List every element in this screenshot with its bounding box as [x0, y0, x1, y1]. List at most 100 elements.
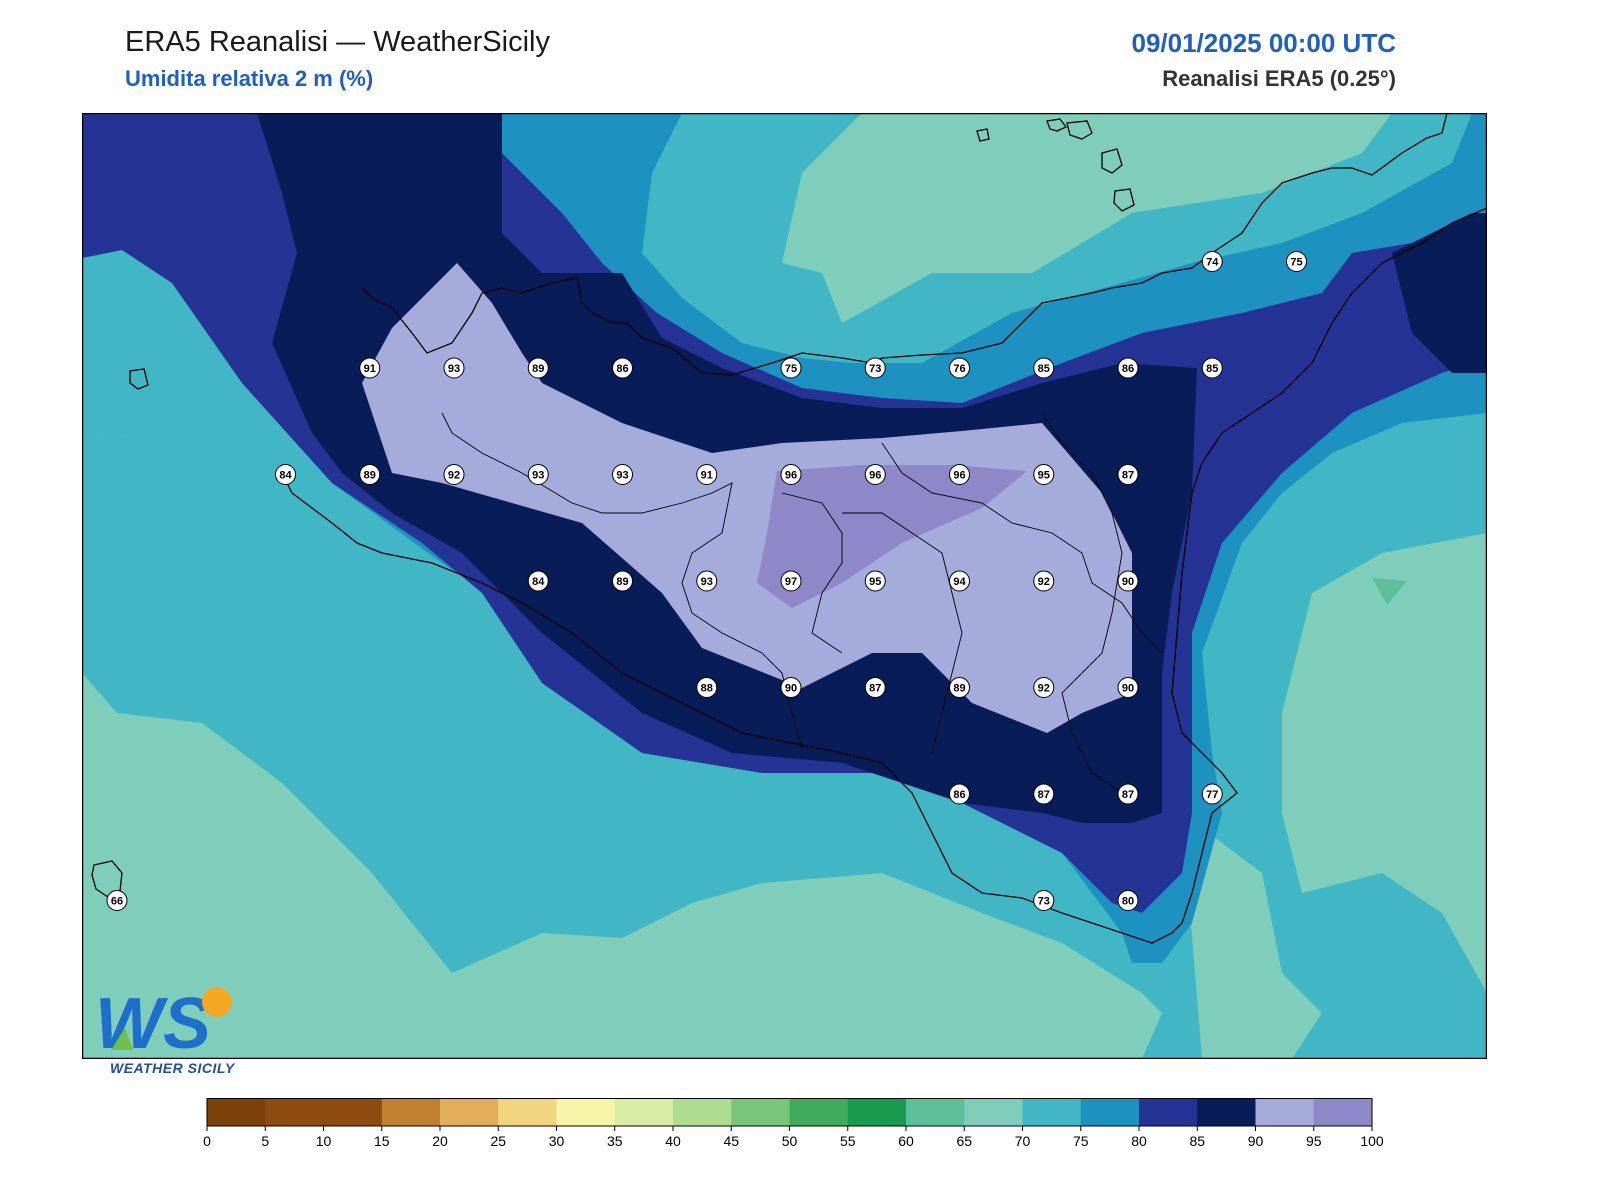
data-source-label: Reanalisi ERA5 (0.25°) — [1162, 66, 1396, 91]
station-value: 95 — [1038, 470, 1050, 482]
station-marker — [696, 677, 718, 698]
station-value: 93 — [448, 363, 460, 375]
station-value: 86 — [616, 363, 628, 375]
colorbar-cell — [1080, 1098, 1140, 1126]
contour-70-75-sw — [82, 433, 882, 973]
station-marker — [527, 357, 549, 379]
colorbar-cell — [498, 1098, 557, 1126]
station-value: 86 — [953, 789, 965, 801]
aeolian-island-1 — [976, 128, 990, 142]
station-value: 75 — [1290, 257, 1302, 269]
station-marker — [1033, 890, 1055, 911]
humidity-map: 91 93 89 86 75 73 76 85 86 85 74 75 84 89 92 93 93 91 96 96… — [82, 113, 1487, 1059]
station-marker — [1286, 251, 1307, 272]
sicily-south-coast — [281, 472, 1183, 944]
colorbar-tick-label: 65 — [956, 1133, 972, 1149]
station-marker — [949, 357, 970, 379]
station-marker — [1033, 783, 1055, 805]
station-marker — [1117, 357, 1139, 379]
weathersicily-logo-icon: WS — [95, 984, 232, 1064]
egadi-island — [129, 368, 149, 390]
station-value: 94 — [953, 576, 966, 588]
station-marker — [1033, 677, 1055, 698]
station-marker — [612, 357, 633, 379]
colorbar-cell — [789, 1098, 849, 1126]
station-value: 91 — [364, 363, 376, 375]
station-marker — [949, 570, 970, 592]
station-value: 80 — [1122, 896, 1134, 908]
station-value: 93 — [701, 576, 713, 588]
station-marker — [275, 464, 296, 485]
colorbar-cell — [1139, 1098, 1198, 1126]
station-marker — [359, 464, 381, 485]
station-value: 87 — [869, 683, 881, 695]
station-value: 75 — [785, 363, 797, 375]
station-value: 92 — [1038, 576, 1050, 588]
station-value: 96 — [869, 470, 881, 482]
colorbar-tick-label: 50 — [782, 1133, 798, 1149]
colorbar-cell — [323, 1098, 383, 1126]
colorbar-tick-label: 90 — [1248, 1133, 1264, 1149]
station-marker — [696, 570, 718, 592]
colorbar-cell — [381, 1098, 441, 1126]
station-value: 77 — [1206, 789, 1218, 801]
coastline-layer — [91, 113, 1487, 944]
station-marker — [864, 464, 886, 485]
logo-leaf-icon — [111, 1028, 133, 1050]
logo-letters: WS — [95, 984, 211, 1064]
colorbar-tick-label: 10 — [316, 1133, 332, 1149]
station-marker — [1201, 357, 1223, 379]
station-marker — [949, 783, 970, 805]
station-value: 93 — [616, 470, 628, 482]
colorbar-cell — [265, 1098, 324, 1126]
colorbar-cell — [847, 1098, 907, 1126]
station-value: 90 — [1122, 576, 1134, 588]
colorbar-tick-label: 60 — [898, 1133, 914, 1149]
station-marker — [949, 677, 970, 698]
inner-region-border — [441, 412, 1163, 794]
colorbar-tick-label: 75 — [1073, 1133, 1089, 1149]
colorbar-tick-label: 85 — [1189, 1133, 1205, 1149]
station-marker — [864, 570, 886, 592]
colorbar-cell — [556, 1098, 616, 1126]
colorbar-tick-label: 70 — [1015, 1133, 1031, 1149]
aeolian-island-4 — [1101, 148, 1123, 174]
sicily-coastline — [361, 113, 1448, 376]
station-value: 89 — [364, 470, 376, 482]
station-value: 73 — [869, 363, 881, 375]
colorbar-ticks: 0 5 10 15 20 25 30 35 40 45 50 55 60 65 70 75 80 85 90 95 10… — [203, 1126, 1384, 1149]
station-marker — [1117, 677, 1139, 698]
colorbar-cell — [207, 1098, 266, 1126]
map-title: ERA5 Reanalisi — WeatherSicily — [125, 26, 550, 58]
station-value: 92 — [448, 470, 460, 482]
colorbar-tick-label: 45 — [723, 1133, 739, 1149]
colorbar-tick-label: 5 — [261, 1133, 269, 1149]
station-value: 74 — [1206, 257, 1219, 269]
colorbar-cell — [1255, 1098, 1315, 1126]
colorbar-tick-label: 95 — [1306, 1133, 1322, 1149]
aeolian-island-2 — [1046, 118, 1068, 132]
station-value: 91 — [701, 470, 713, 482]
station-marker — [1117, 570, 1139, 592]
map-frame — [82, 113, 1487, 1059]
variable-subtitle: Umidita relativa 2 m (%) — [125, 66, 374, 91]
station-marker — [780, 357, 802, 379]
station-value: 73 — [1038, 896, 1050, 908]
calabria-coastline — [1201, 207, 1487, 464]
station-value: 87 — [1122, 470, 1134, 482]
station-marker — [780, 570, 802, 592]
colorbar-tick-label: 20 — [432, 1133, 448, 1149]
colorbar-tick-label: 55 — [840, 1133, 856, 1149]
east-sicily-coast — [1171, 462, 1238, 924]
colorbar-cell — [731, 1098, 790, 1126]
valid-datetime: 09/01/2025 00:00 UTC — [1131, 28, 1396, 58]
colorbar-cell — [964, 1098, 1023, 1126]
aeolian-island-5 — [1113, 188, 1135, 212]
station-marker — [1033, 570, 1055, 592]
station-marker — [106, 890, 128, 911]
station-value: 84 — [532, 576, 545, 588]
colorbar: 0 5 10 15 20 25 30 35 40 45 50 55 60 65 70 75 80 85 90 95 10… — [203, 1098, 1384, 1149]
colorbar-cell — [673, 1098, 732, 1126]
colorbar-tick-label: 100 — [1360, 1133, 1384, 1149]
aeolian-island-3 — [1066, 120, 1093, 140]
